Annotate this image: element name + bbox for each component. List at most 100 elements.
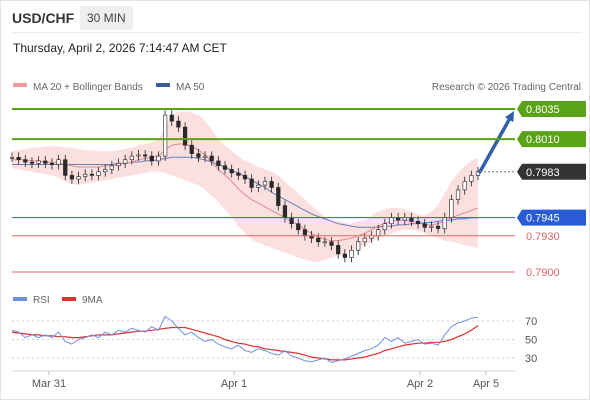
rsi-legend-label: RSI [33, 295, 50, 306]
candle-body [302, 229, 308, 237]
candle-body [63, 159, 68, 176]
candle-body [376, 229, 381, 237]
candle-body [89, 173, 94, 176]
rsi-tick-label: 30 [525, 353, 537, 365]
candle-body [229, 169, 234, 174]
header-divider [12, 32, 582, 33]
candle-body [43, 160, 48, 164]
rsi-legend-swatch [13, 297, 27, 301]
ma50-legend-label: MA 50 [176, 82, 205, 93]
candle-body [282, 205, 288, 218]
datetime-stamp: Thursday, April 2, 2026 7:14:47 AM CET [13, 41, 227, 55]
candle-body [36, 160, 41, 164]
candle-body [143, 154, 148, 157]
candle-body [149, 155, 154, 162]
x-tick-label: Apr 5 [473, 378, 499, 390]
candle-body [256, 184, 261, 188]
candle-body [336, 245, 341, 255]
candle-body [469, 175, 474, 182]
forecast-arrow [478, 116, 512, 174]
candle-body [156, 155, 161, 162]
candle-body [249, 178, 254, 188]
candle-body [76, 176, 81, 180]
rsi-line [11, 315, 479, 364]
rsi-tick-label: 70 [525, 316, 537, 328]
candle-body [182, 126, 188, 146]
candle-body [16, 156, 21, 161]
candle-body [129, 155, 134, 161]
candle-body [163, 114, 168, 157]
candle-body [96, 171, 101, 176]
candle-body [262, 181, 268, 186]
candle-body [329, 241, 334, 246]
source-credit: Research © 2026 Trading Central [432, 82, 581, 93]
candle-body [422, 223, 427, 228]
ma20-legend-label: MA 20 + Bollinger Bands [33, 82, 143, 93]
candle-body [189, 144, 194, 154]
candle-body [23, 159, 28, 163]
candle-body [289, 217, 294, 225]
candle-body [49, 163, 55, 165]
candle-body [462, 181, 467, 191]
candle-body [435, 225, 441, 229]
candle-body [176, 120, 181, 128]
x-tick-label: Apr 1 [221, 378, 247, 390]
candle-body [415, 220, 421, 225]
level-label-box [517, 209, 586, 226]
candle-body [216, 160, 221, 167]
ma20-line [12, 143, 479, 242]
candle-body [316, 237, 321, 243]
candle-body [242, 175, 248, 180]
candle-body [389, 217, 394, 225]
candle-body [475, 171, 481, 176]
candle-body [449, 199, 454, 218]
candle-body [202, 155, 208, 158]
timeframe-badge[interactable]: 30 MIN [80, 6, 133, 30]
candle-body [342, 253, 347, 258]
candle-body [222, 165, 228, 170]
level-label: 0.7930 [526, 231, 560, 243]
level-label: 0.8035 [526, 104, 560, 116]
x-tick-label: Apr 2 [407, 378, 433, 390]
rsi-panel: 70 50 30 [11, 315, 537, 365]
candle-body [236, 172, 241, 176]
candle-body [29, 161, 35, 164]
price-panel [9, 110, 514, 263]
rsi-tick-label: 50 [525, 335, 537, 347]
candle-body [9, 156, 15, 159]
level-label-box [517, 163, 586, 180]
level-lines: 0.8035 0.8010 0.7983 0.7945 0.7930 0.7900 [12, 101, 586, 279]
candle-body [209, 155, 214, 162]
candle-body [296, 223, 301, 231]
candle-body [69, 175, 75, 180]
candle-body [136, 154, 141, 157]
candle-body [356, 241, 361, 251]
candle-body [109, 165, 114, 170]
candle-body [269, 181, 274, 188]
level-label: 0.8010 [526, 134, 560, 146]
candle-body [429, 225, 434, 228]
candle-body [442, 217, 447, 229]
symbol-title: USD/CHF [12, 10, 75, 26]
candle-body [276, 187, 281, 206]
level-label: 0.7945 [526, 213, 560, 225]
ma50-legend-swatch [156, 83, 170, 87]
candle-body [116, 163, 121, 167]
rsi-ma-legend-swatch [62, 297, 76, 301]
candle-body [382, 223, 387, 231]
candle-body [362, 237, 367, 243]
candle-body [123, 159, 128, 164]
candle-body [455, 189, 461, 200]
level-label: 0.7983 [526, 167, 560, 179]
x-tick-label: Mar 31 [32, 378, 66, 390]
rsi-ma-legend-label: 9MA [82, 295, 103, 306]
bollinger-band [12, 111, 478, 263]
candle-body [196, 153, 201, 158]
candle-body [322, 241, 327, 244]
candle-body [349, 249, 354, 258]
candle-body [83, 173, 88, 177]
candle-body [56, 159, 61, 165]
candle-body [409, 217, 414, 222]
candle-body [169, 114, 174, 122]
